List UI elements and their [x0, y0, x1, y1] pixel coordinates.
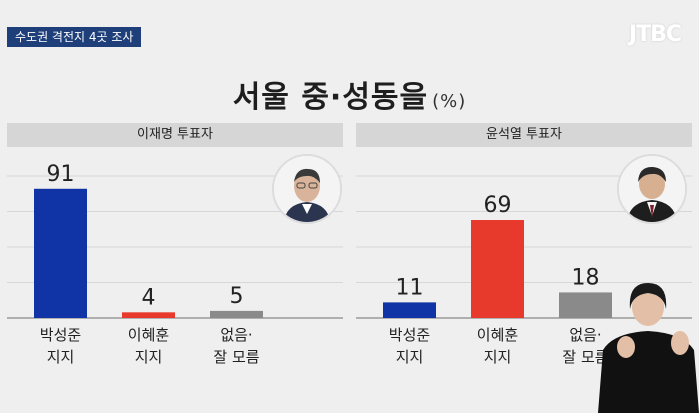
broadcaster-logo: JTBC: [628, 22, 682, 47]
category-label: 없음·: [220, 326, 252, 344]
category-label: 박성준: [40, 326, 82, 344]
data-label: 91: [47, 162, 75, 187]
bar: [122, 312, 175, 318]
bar: [383, 302, 436, 318]
data-label: 11: [396, 275, 424, 300]
category-label: 박성준: [389, 326, 431, 344]
category-label: 이혜훈: [128, 326, 169, 344]
category-label: 이혜훈: [477, 326, 518, 344]
bar: [210, 310, 263, 318]
category-label: 없음·: [569, 326, 601, 344]
category-label: 지지: [396, 348, 424, 366]
sign-language-interpreter: [598, 275, 699, 413]
unit-label: (%): [432, 91, 467, 112]
data-label: 69: [484, 193, 512, 218]
panel-header-lee: 이재명 투표자: [7, 123, 343, 147]
category-label: 잘 모름: [213, 348, 259, 366]
panel-header-yoon: 윤석열 투표자: [356, 123, 692, 147]
data-label: 18: [572, 265, 600, 290]
category-label: 지지: [135, 348, 163, 366]
bar: [471, 220, 524, 318]
candidate-photo-yoon: [617, 154, 687, 224]
chart-title: 서울 중·성동을 (%): [0, 72, 699, 116]
category-label: 지지: [47, 348, 75, 366]
category-label: 지지: [484, 348, 512, 366]
data-label: 5: [230, 284, 244, 309]
category-label: 잘 모름: [562, 348, 608, 366]
chart-title-text: 서울 중·성동을: [232, 80, 429, 115]
survey-tag: 수도권 격전지 4곳 조사: [7, 27, 142, 47]
data-label: 4: [142, 285, 156, 310]
bar: [559, 292, 612, 318]
bar: [34, 188, 87, 318]
candidate-photo-lee: [272, 154, 342, 224]
